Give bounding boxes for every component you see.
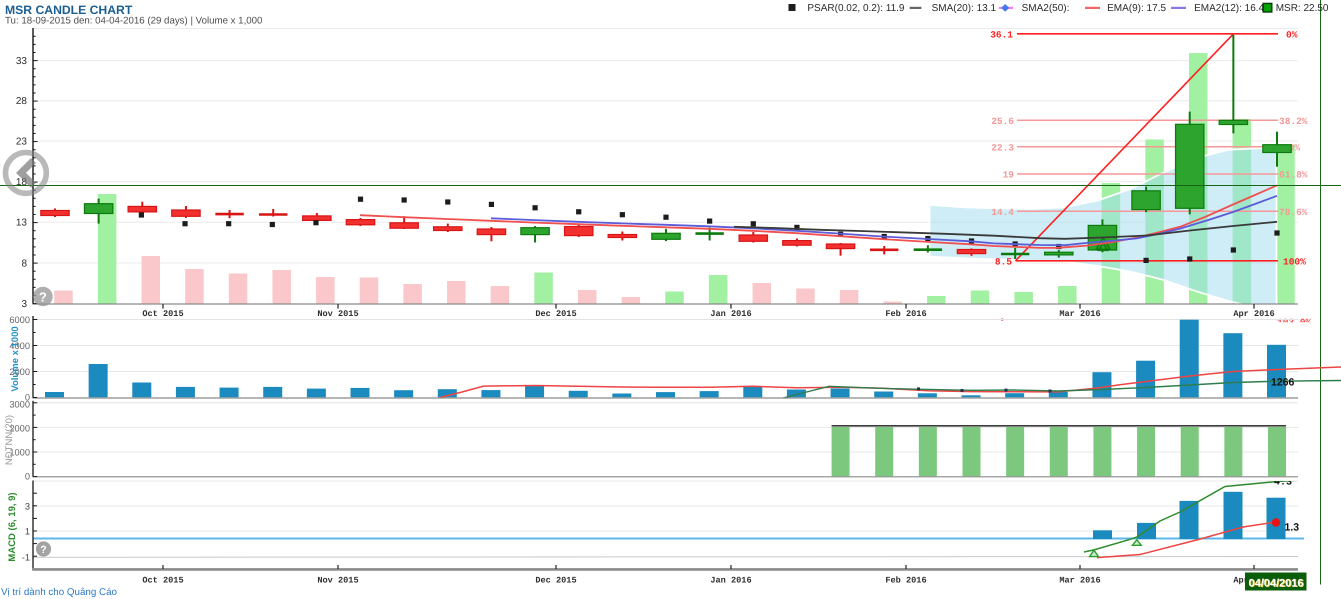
svg-text:04/04/2016: 04/04/2016: [1249, 578, 1304, 590]
svg-text:8: 8: [21, 258, 27, 269]
svg-text:3: 3: [25, 501, 30, 511]
svg-text:SMA(20): 13.1: SMA(20): 13.1: [932, 3, 997, 14]
svg-text:23: 23: [16, 136, 28, 147]
svg-text:Apr 2016: Apr 2016: [1233, 309, 1274, 319]
svg-text:2000: 2000: [9, 367, 30, 377]
svg-text:Feb 2016: Feb 2016: [885, 309, 926, 319]
svg-text:1000: 1000: [9, 448, 30, 458]
svg-text:EMA2(12): 16.4: EMA2(12): 16.4: [1194, 3, 1264, 14]
svg-text:3000: 3000: [9, 400, 30, 410]
svg-text:Tu: 18-09-2015 den: 04-04-2016: Tu: 18-09-2015 den: 04-04-2016 (29 days)…: [5, 16, 263, 27]
svg-text:2000: 2000: [9, 424, 30, 434]
svg-text:Nov 2015: Nov 2015: [317, 309, 358, 319]
svg-text:SMA2(50):: SMA2(50):: [1022, 3, 1070, 14]
svg-text:Dec 2015: Dec 2015: [535, 309, 576, 319]
svg-text:Volume x 1000: Volume x 1000: [10, 326, 21, 391]
svg-text:0: 0: [25, 472, 30, 482]
svg-text:1.3: 1.3: [1285, 522, 1300, 534]
svg-text:?: ?: [40, 544, 46, 556]
svg-text:0: 0: [25, 392, 30, 402]
svg-text:33: 33: [16, 56, 28, 67]
svg-text:Jan 2016: Jan 2016: [710, 309, 751, 319]
svg-text:8.5: 8.5: [995, 256, 1012, 267]
svg-text:61.8%: 61.8%: [1279, 170, 1308, 181]
svg-text:78.6%: 78.6%: [1279, 207, 1308, 218]
svg-text:38.2%: 38.2%: [1279, 116, 1308, 127]
svg-text:3: 3: [21, 299, 27, 310]
svg-text:Jan 2016: Jan 2016: [710, 575, 751, 585]
svg-text:14.4: 14.4: [991, 207, 1014, 218]
svg-text:NĐTNN(20): NĐTNN(20): [4, 415, 15, 465]
svg-text:1: 1: [25, 526, 30, 536]
svg-text:13: 13: [16, 218, 28, 229]
svg-text:28: 28: [16, 96, 28, 107]
svg-text:Mar 2016: Mar 2016: [1059, 575, 1100, 585]
svg-text:Oct 2015: Oct 2015: [142, 575, 183, 585]
svg-text:MACD (6, 19, 9): MACD (6, 19, 9): [7, 492, 18, 561]
svg-text:Mar 2016: Mar 2016: [1059, 309, 1100, 319]
svg-text:Dec 2015: Dec 2015: [535, 575, 576, 585]
svg-text:22.3: 22.3: [991, 142, 1014, 153]
svg-text:Nov 2015: Nov 2015: [317, 575, 358, 585]
svg-text:25.6: 25.6: [991, 116, 1014, 127]
svg-text:4.3: 4.3: [1274, 477, 1292, 488]
svg-text:Vị trí dành cho Quảng Cáo: Vị trí dành cho Quảng Cáo: [1, 587, 118, 598]
svg-text:?: ?: [39, 289, 47, 304]
svg-text:36.1: 36.1: [990, 29, 1013, 40]
svg-text:PSAR(0.02, 0.2): 11.9: PSAR(0.02, 0.2): 11.9: [807, 3, 905, 14]
svg-text:4000: 4000: [9, 341, 30, 351]
svg-text:04/04/2016: 04/04/2016: [1248, 577, 1303, 589]
svg-text:-1: -1: [22, 553, 30, 563]
svg-text:19: 19: [1003, 170, 1015, 181]
svg-text:MSR: 22.50: MSR: 22.50: [1276, 3, 1329, 14]
svg-text:1266: 1266: [1271, 377, 1295, 389]
svg-text:18: 18: [16, 177, 28, 188]
svg-text:0%: 0%: [1286, 29, 1298, 40]
svg-text:MSR CANDLE CHART: MSR CANDLE CHART: [5, 3, 133, 17]
svg-text:100%: 100%: [1283, 256, 1306, 267]
svg-text:6000: 6000: [9, 315, 30, 325]
svg-text:Oct 2015: Oct 2015: [142, 309, 183, 319]
svg-text:Feb 2016: Feb 2016: [885, 575, 926, 585]
svg-text:EMA(9): 17.5: EMA(9): 17.5: [1107, 3, 1166, 14]
